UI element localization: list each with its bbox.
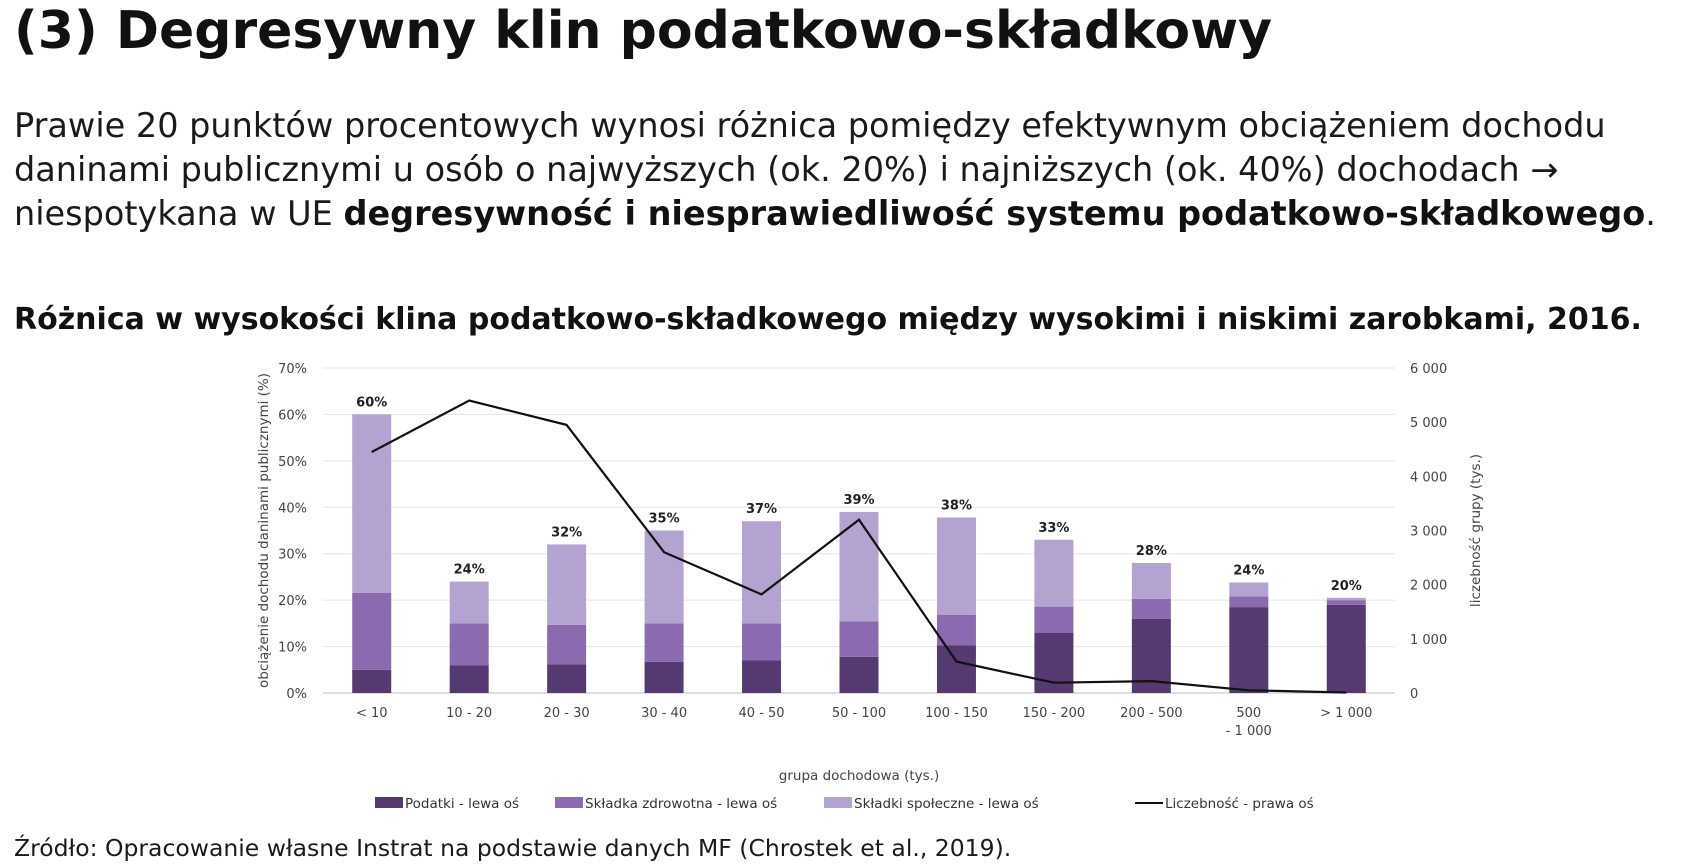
bar-segment [547,624,587,665]
y-tick-left: 0% [286,687,307,702]
bar-total-label: 28% [1136,544,1167,559]
bar-total-label: 32% [551,525,582,540]
bar-segment [1326,597,1366,601]
bar-segment [352,669,392,693]
bar-segment [839,621,879,657]
intro-paragraph: Prawie 20 punktów procentowych wynosi ró… [14,104,1694,236]
bar-segment [839,511,879,622]
y-tick-left: 60% [278,408,307,423]
y-tick-left: 40% [278,501,307,516]
legend-swatch [555,797,583,808]
bar-segment [936,615,976,646]
bar-total-label: 20% [1331,579,1362,594]
bar-segment [449,665,489,693]
line-series-liczebnosc [371,399,1347,694]
bar-total-label: 33% [1038,521,1069,536]
bar-segment [1229,582,1269,597]
labels-layer: 60% 24% 32% 35% 37% 39% 38% 33% 28% 24% 20% [356,395,1362,593]
x-tick-label: < 10 [356,706,388,721]
bar-segment [644,661,684,693]
source-note: Źródło: Opracowanie własne Instrat na po… [14,834,1012,862]
y-axis-title-right: liczebność grupy (tys.) [1468,454,1484,607]
y-tick-right: 4 000 [1410,470,1447,485]
x-tick-label-line2: - 1 000 [1226,724,1272,739]
y-tick-right: 3 000 [1410,525,1447,540]
bar-segment [1131,563,1171,599]
bar-total-label: 35% [649,512,680,527]
bar-segment [352,592,392,670]
bar-segment [1034,632,1074,693]
y-tick-left: 10% [278,641,307,656]
bar-segment [742,623,782,661]
bar-segment [1229,607,1269,693]
x-tick-label: 500 [1236,706,1261,721]
y-tick-right: 1 000 [1410,633,1447,648]
bar-segment [547,544,587,625]
y-tick-left: 70% [278,362,307,377]
legend-label: Składki społeczne - lewa oś [854,796,1039,812]
axis-layer: 0% 10% 20% 30% 40% 50% 60% 70% 0 1 000 2 000 3 000 4… [256,362,1484,784]
x-tick-label: 10 - 20 [446,706,492,721]
x-axis-title: grupa dochodowa (tys.) [779,768,939,784]
chart: 60% 24% 32% 35% 37% 39% 38% 33% 28% 24% 20% 0% 10% 2… [256,362,1484,812]
legend-label: Liczebność - prawa oś [1165,796,1314,812]
bar-total-label: 24% [1233,564,1264,579]
bar-segment [742,521,782,624]
y-tick-left: 50% [278,455,307,470]
bar-total-label: 39% [843,493,874,508]
y-tick-right: 5 000 [1410,416,1447,431]
bar-segment [839,656,879,693]
line-layer [371,399,1347,694]
bar-segment [1034,606,1074,633]
bars-layer [352,414,1366,693]
x-tick-label: 100 - 150 [925,706,988,721]
bar-segment [1034,539,1074,607]
x-tick-label: > 1 000 [1320,706,1372,721]
bar-total-label: 60% [356,395,387,410]
intro-text: Prawie 20 punktów procentowych wynosi ró… [14,106,1606,233]
bar-segment [449,581,489,624]
page-title: (3) Degresywny klin podatkowo-składkowy [14,1,1273,61]
bar-segment [352,414,392,593]
x-tick-label: 40 - 50 [739,706,785,721]
x-tick-label: 150 - 200 [1023,706,1086,721]
x-tick-label: 30 - 40 [641,706,687,721]
x-tick-label: 200 - 500 [1120,706,1183,721]
legend-swatch [375,797,403,808]
bar-total-label: 37% [746,502,777,517]
intro-end: . [1645,194,1656,233]
bar-segment [644,623,684,662]
bar-segment [936,645,976,693]
bar-segment [936,517,976,615]
legend-label: Składka zdrowotna - lewa oś [585,796,777,812]
legend-layer: Podatki - lewa oś Składka zdrowotna - lew… [375,796,1314,812]
bar-segment [1326,604,1366,693]
bar-segment [1131,598,1171,619]
legend-swatch [824,797,852,808]
legend-label: Podatki - lewa oś [405,796,519,812]
bar-segment [547,664,587,693]
bar-segment [644,530,684,624]
bar-total-label: 24% [454,563,485,578]
x-tick-label: 50 - 100 [832,706,886,721]
bar-segment [742,660,782,693]
x-tick-label: 20 - 30 [544,706,590,721]
y-tick-right: 0 [1410,687,1418,702]
bar-segment [1229,596,1269,608]
bar-segment [449,623,489,666]
bar-segment [1326,600,1366,605]
y-axis-title-left: obciążenie dochodu daninami publicznymi … [256,373,272,688]
y-tick-left: 30% [278,548,307,563]
y-tick-right: 2 000 [1410,579,1447,594]
chart-title: Różnica w wysokości klina podatkowo-skła… [14,302,1642,337]
y-tick-left: 20% [278,594,307,609]
intro-bold-text: degresywność i niesprawiedliwość systemu… [343,194,1646,233]
bar-total-label: 38% [941,499,972,514]
y-tick-right: 6 000 [1410,362,1447,377]
